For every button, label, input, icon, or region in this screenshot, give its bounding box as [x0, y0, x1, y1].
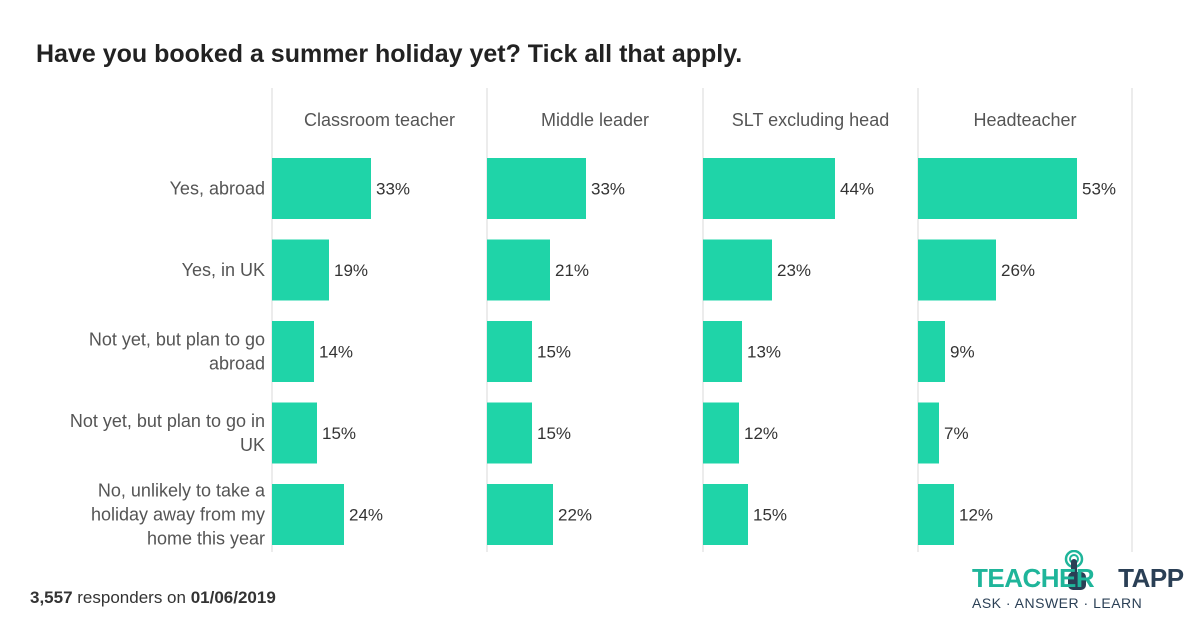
category-label-4: No, unlikely to take a holiday away from …: [91, 481, 266, 549]
panel-header-1: Middle leader: [541, 110, 649, 130]
responder-text: responders on: [72, 588, 191, 607]
bar-3-0: [918, 158, 1077, 219]
category-label-0: Yes, abroad: [170, 179, 265, 199]
data-label-2-4: 15%: [753, 506, 787, 525]
bar-0-4: [272, 484, 344, 545]
data-label-0-2: 14%: [319, 343, 353, 362]
logo-tagline: ASK · ANSWER · LEARN: [972, 595, 1143, 611]
data-label-0-3: 15%: [322, 424, 356, 443]
data-label-0-1: 19%: [334, 261, 368, 280]
logo-word-tapp: TAPP: [1118, 563, 1184, 593]
bar-2-0: [703, 158, 835, 219]
bar-1-2: [487, 321, 532, 382]
data-label-3-1: 26%: [1001, 261, 1035, 280]
bar-2-4: [703, 484, 748, 545]
category-label-3: Not yet, but plan to go in UK: [70, 411, 265, 455]
panel-header-2: SLT excluding head: [732, 110, 889, 130]
data-label-3-0: 53%: [1082, 180, 1116, 199]
bar-3-3: [918, 402, 939, 464]
tapping-hand-icon: [1064, 550, 1086, 590]
data-label-3-3: 7%: [944, 424, 969, 443]
data-label-1-3: 15%: [537, 424, 571, 443]
data-label-2-1: 23%: [777, 261, 811, 280]
data-label-3-2: 9%: [950, 343, 975, 362]
survey-date: 01/06/2019: [190, 588, 276, 607]
data-label-2-2: 13%: [747, 343, 781, 362]
data-label-1-0: 33%: [591, 180, 625, 199]
data-label-2-0: 44%: [840, 180, 874, 199]
category-label-line: UK: [240, 435, 265, 455]
category-label-line: Not yet, but plan to go: [89, 330, 265, 350]
category-label-1: Yes, in UK: [182, 260, 265, 280]
bar-2-1: [703, 239, 772, 301]
bar-3-2: [918, 321, 945, 382]
category-label-line: No, unlikely to take a: [98, 481, 266, 501]
bar-3-1: [918, 239, 996, 301]
data-label-0-0: 33%: [376, 180, 410, 199]
bar-2-3: [703, 402, 739, 464]
category-label-line: home this year: [147, 529, 265, 549]
data-label-1-4: 22%: [558, 506, 592, 525]
bar-1-3: [487, 402, 532, 464]
bar-3-4: [918, 484, 954, 545]
bar-1-4: [487, 484, 553, 545]
bar-0-1: [272, 239, 329, 301]
category-label-line: abroad: [209, 354, 265, 374]
panel-header-3: Headteacher: [973, 110, 1076, 130]
data-label-2-3: 12%: [744, 424, 778, 443]
bar-0-3: [272, 402, 317, 464]
chart-title: Have you booked a summer holiday yet? Ti…: [36, 40, 743, 68]
logo-wordmark: TEACHER TAPP: [972, 564, 1184, 592]
category-label-line: Yes, in UK: [182, 260, 265, 280]
bar-2-2: [703, 321, 742, 382]
data-label-0-4: 24%: [349, 506, 383, 525]
data-label-1-1: 21%: [555, 261, 589, 280]
category-label-line: Not yet, but plan to go in: [70, 411, 265, 431]
panel-header-0: Classroom teacher: [304, 110, 455, 130]
responder-count: 3,557: [30, 588, 73, 607]
data-label-3-4: 12%: [959, 506, 993, 525]
logo-word-teacher: TEACHER: [972, 563, 1095, 593]
bar-0-0: [272, 158, 371, 219]
responder-summary: 3,557 responders on 01/06/2019: [30, 588, 276, 608]
category-label-line: Yes, abroad: [170, 179, 265, 199]
teachertapp-logo: TEACHER TAPP ASK · ANSWER · LEARN: [968, 550, 1184, 614]
bar-1-0: [487, 158, 586, 219]
bar-0-2: [272, 321, 314, 382]
bar-1-1: [487, 239, 550, 301]
data-label-1-2: 15%: [537, 343, 571, 362]
category-label-line: holiday away from my: [91, 505, 265, 525]
category-label-2: Not yet, but plan to go abroad: [89, 330, 265, 374]
